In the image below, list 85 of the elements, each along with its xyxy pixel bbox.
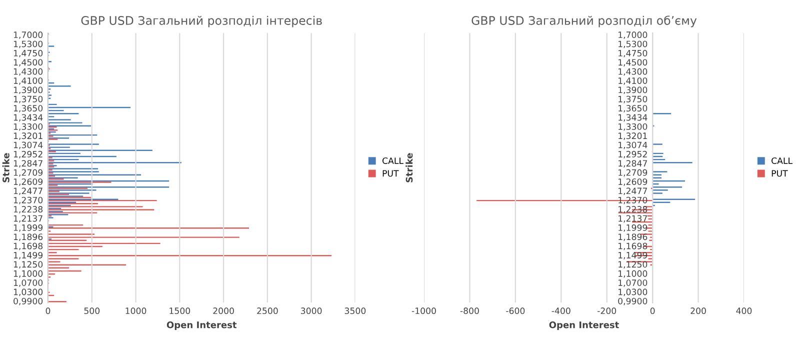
y-tick-label: 1,3650 <box>14 105 43 112</box>
x-tick-label: 400 <box>736 308 752 314</box>
y-tick-label: 1,1250 <box>618 261 648 269</box>
legend-label: CALL <box>382 157 404 164</box>
y-tick-label: 1,1999 <box>14 224 43 232</box>
y-tick-label: 1,3900 <box>618 86 648 94</box>
y-tick-label: 1,0300 <box>14 288 43 296</box>
x-tick-label: 0 <box>46 308 50 314</box>
y-tick-label: 1,2847 <box>14 160 42 168</box>
y-tick-label: 1,2847 <box>618 160 647 168</box>
x-tick-label: -600 <box>506 308 525 314</box>
legend-label: PUT <box>382 170 399 177</box>
x-axis-title: Open Interest <box>166 321 237 330</box>
y-tick-label: 1,3900 <box>14 86 43 94</box>
y-tick-label: 1,3750 <box>618 96 648 104</box>
x-axis-title: Open Interest <box>549 321 619 330</box>
x-tick-label: 2500 <box>257 308 278 314</box>
y-tick-label: 1,4500 <box>618 59 648 66</box>
y-tick-label: 1,1250 <box>14 261 43 269</box>
x-tick-label: 3000 <box>301 308 322 314</box>
y-tick-label: 1,1896 <box>14 234 43 241</box>
y-tick-label: 1,3300 <box>14 123 43 131</box>
legend-label: PUT <box>772 170 788 177</box>
x-tick-label: -200 <box>598 308 616 314</box>
y-tick-label: 1,5300 <box>618 40 648 48</box>
y-tick-label: 1,3201 <box>618 132 647 140</box>
y-tick-label: 1,2370 <box>14 196 43 204</box>
y-tick-label: 1,1698 <box>14 242 43 250</box>
y-tick-label: 1,4300 <box>618 68 648 76</box>
x-tick-label: -400 <box>552 308 570 314</box>
x-tick-label: 2000 <box>213 308 234 314</box>
y-tick-label: 1,4100 <box>14 77 43 85</box>
y-tick-label: 1,4750 <box>618 50 648 58</box>
y-tick-label: 1,0300 <box>618 288 648 296</box>
x-tick-label: 500 <box>84 308 100 314</box>
y-tick-label: 1,1698 <box>618 242 648 250</box>
y-tick-label: 1,2952 <box>14 150 42 158</box>
y-tick-label: 0,9900 <box>14 298 43 306</box>
y-tick-label: 1,0700 <box>618 279 648 287</box>
y-tick-label: 1,7000 <box>618 32 648 39</box>
y-tick-label: 1,3201 <box>14 132 42 140</box>
y-tick-label: 1,1000 <box>618 270 648 278</box>
y-tick-label: 1,3750 <box>14 96 43 104</box>
y-tick-label: 0,9900 <box>618 298 648 306</box>
y-tick-label: 1,2709 <box>618 169 648 177</box>
y-tick-label: 1,1000 <box>14 270 43 278</box>
x-tick-label: -800 <box>460 308 479 314</box>
y-tick-label: 1,1499 <box>14 252 43 260</box>
x-tick-label: 1500 <box>170 308 190 314</box>
y-tick-label: 1,4750 <box>14 50 43 58</box>
y-tick-label: 1,3074 <box>14 142 43 150</box>
y-tick-label: 1,5300 <box>14 40 43 48</box>
x-tick-label: 3500 <box>344 308 366 314</box>
y-tick-label: 1,1999 <box>618 224 648 232</box>
y-tick-label: 1,3434 <box>14 114 43 122</box>
y-tick-label: 1,3434 <box>618 114 648 122</box>
x-tick-label: 1000 <box>126 308 146 314</box>
y-tick-label: 1,2477 <box>14 188 42 196</box>
y-tick-label: 1,4100 <box>618 77 648 85</box>
chart-title: GBP USD Загальний розподіл інтересів <box>81 16 322 28</box>
y-tick-label: 1,2952 <box>618 150 647 158</box>
y-tick-label: 1,7000 <box>14 32 43 39</box>
y-tick-label: 1,1499 <box>618 252 648 260</box>
x-tick-label: 0 <box>650 308 655 314</box>
y-tick-label: 1,2609 <box>14 178 43 186</box>
y-tick-label: 1,2238 <box>14 206 43 214</box>
y-tick-label: 1,2609 <box>618 178 648 186</box>
chart-title: GBP USD Загальний розподіл об’єму <box>472 16 697 28</box>
x-tick-label: -1000 <box>412 308 436 314</box>
y-tick-label: 1,0700 <box>14 279 43 287</box>
y-tick-label: 1,3074 <box>618 142 648 150</box>
y-tick-label: 1,2137 <box>14 215 42 223</box>
y-axis-title: Strike <box>406 153 413 182</box>
legend-label: CALL <box>772 157 793 164</box>
y-tick-label: 1,1896 <box>618 234 648 241</box>
y-tick-label: 1,2709 <box>14 169 43 177</box>
y-tick-label: 1,2238 <box>618 206 648 214</box>
y-tick-label: 1,3300 <box>618 123 648 131</box>
y-tick-label: 1,3650 <box>618 105 648 112</box>
y-tick-label: 1,2477 <box>618 188 647 196</box>
y-axis-title: Strike <box>2 153 10 182</box>
y-tick-label: 1,2137 <box>618 215 647 223</box>
y-tick-label: 1,4500 <box>14 59 43 66</box>
x-tick-label: 200 <box>690 308 706 314</box>
y-tick-label: 1,4300 <box>14 68 43 76</box>
